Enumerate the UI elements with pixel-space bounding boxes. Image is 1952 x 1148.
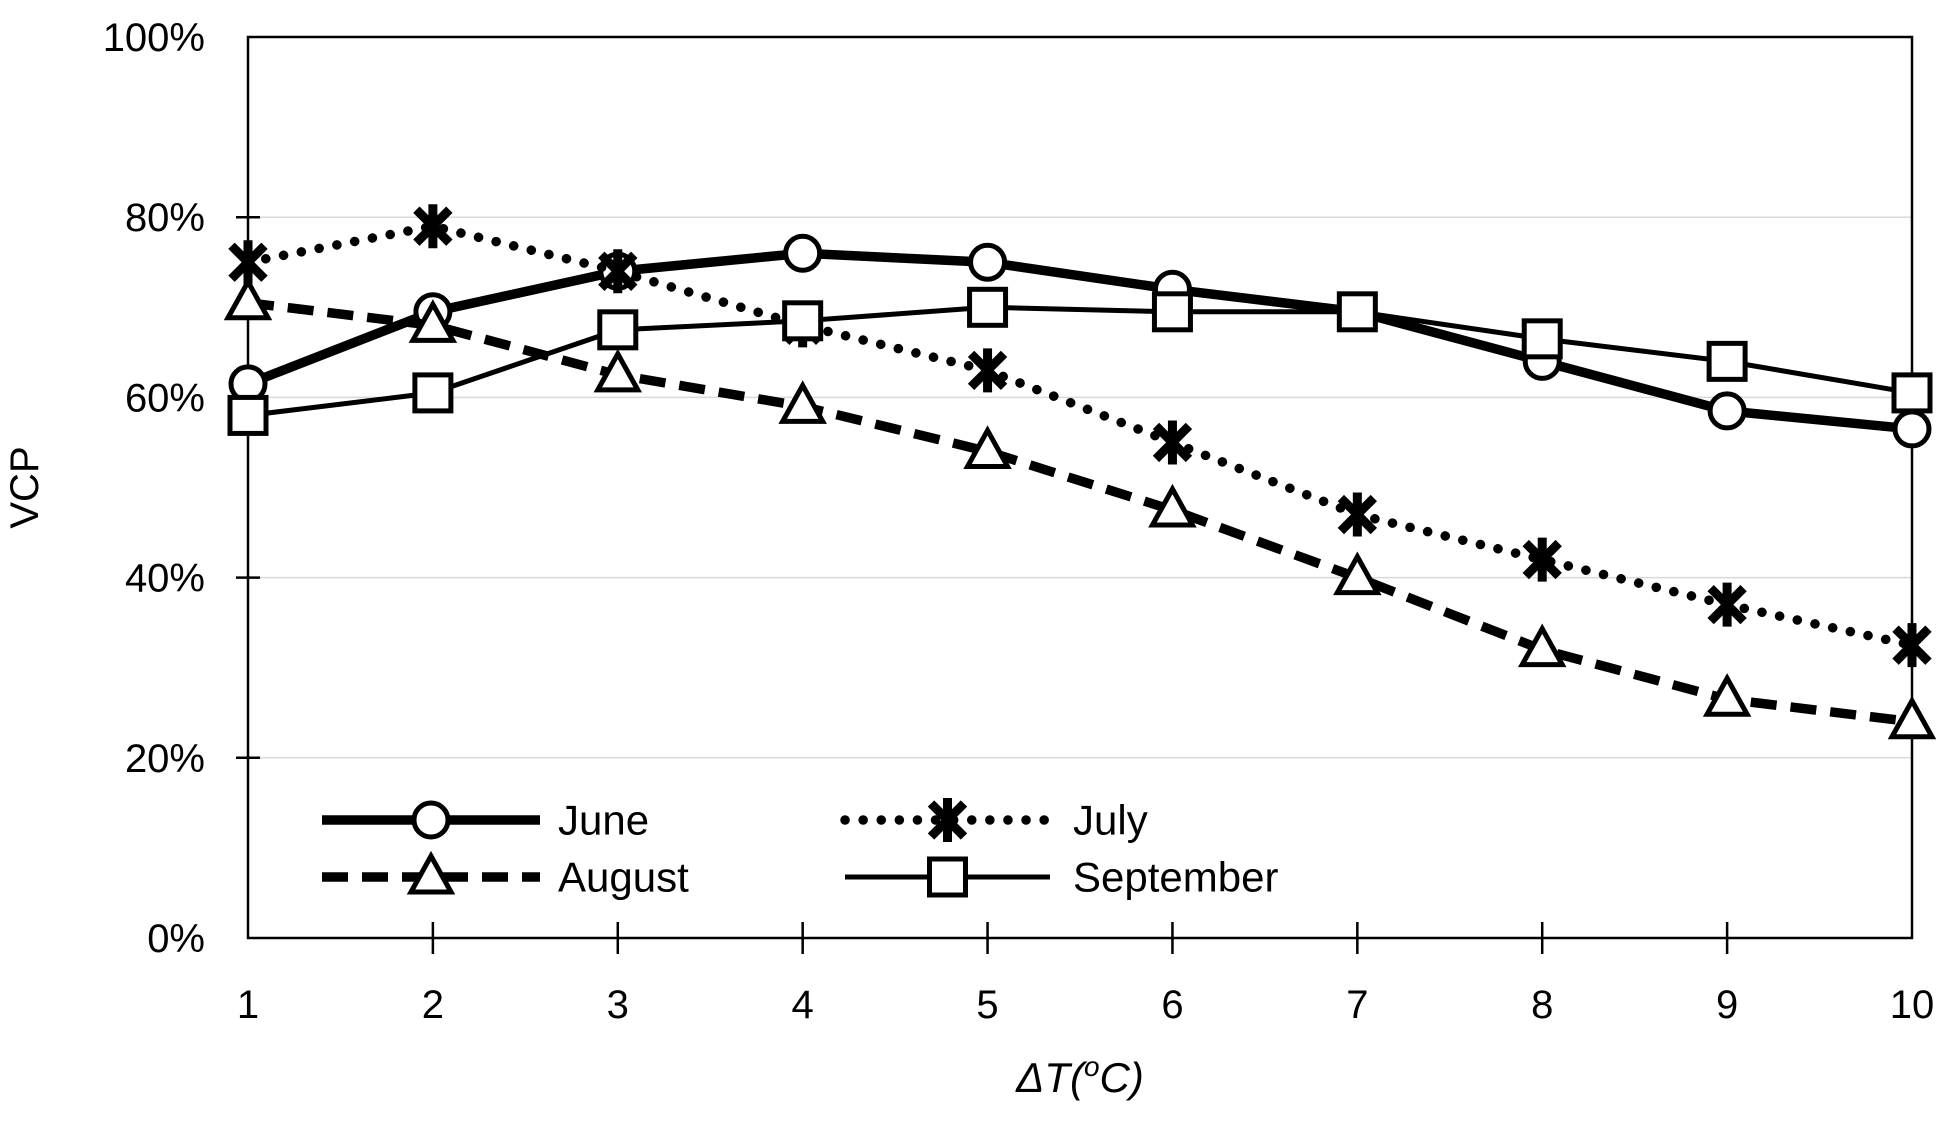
x-tick-label-4: 4 [792, 983, 814, 1027]
x-tick-label-1: 1 [237, 983, 259, 1027]
legend-item-june: June [322, 797, 649, 844]
september-marker-x10 [1891, 372, 1933, 414]
september-legend-label: September [1073, 854, 1278, 901]
august-marker-x1 [223, 276, 273, 321]
asterisk-stroke [1892, 625, 1932, 665]
july-marker-x9 [1707, 582, 1747, 627]
july-line [243, 221, 1917, 650]
september-marker-x9 [1706, 340, 1748, 382]
asterisk-stroke [598, 251, 638, 291]
asterisk-stroke [1522, 539, 1562, 580]
august-marker-x2 [408, 299, 458, 343]
august-legend-marker [406, 850, 456, 895]
x-tick-label-10: 10 [1890, 983, 1935, 1027]
y-tick-label-100: 100% [103, 16, 205, 60]
september-marker-x6 [1151, 291, 1193, 333]
september-marker-x2 [412, 372, 454, 414]
plot-border [246, 35, 1914, 940]
y-axis-title: VCP [3, 446, 47, 528]
june-line [246, 248, 1913, 434]
july-marker-x6 [1152, 420, 1193, 465]
august-marker-x10 [1887, 695, 1937, 740]
august-marker-x3 [593, 348, 643, 393]
july-marker-x3 [598, 249, 638, 294]
x-tick-label-9: 9 [1716, 983, 1738, 1027]
june-marker-x5 [968, 242, 1008, 282]
july-marker-x10 [1892, 623, 1932, 668]
june-marker-x10 [1892, 409, 1932, 449]
asterisk-stroke [1152, 422, 1193, 463]
asterisk-stroke [927, 800, 968, 840]
x-tick-label-7: 7 [1346, 983, 1368, 1027]
september-marker-x5 [967, 286, 1009, 328]
august-marker-x9 [1702, 673, 1752, 717]
august-marker-x7 [1333, 551, 1382, 596]
june-marker-x4 [783, 233, 823, 273]
august-legend-label: August [558, 854, 689, 901]
legend-item-september: September [845, 854, 1278, 901]
july-marker-x7 [1337, 492, 1378, 537]
september-marker-x3 [597, 309, 639, 351]
y-tick-label-20: 20% [125, 737, 205, 781]
x-axis-title: ΔT(oC) [1015, 1051, 1144, 1101]
y-tick-label-0: 0% [147, 917, 205, 961]
y-tick-label-60: 60% [125, 376, 205, 420]
asterisk-stroke [1337, 494, 1378, 535]
y-tick-label-40: 40% [125, 557, 205, 601]
july-marker-x2 [413, 204, 453, 249]
june-legend-label: June [558, 797, 649, 844]
legend-item-august: August [322, 850, 689, 901]
august-marker-x8 [1517, 623, 1567, 668]
y-tick-label-80: 80% [125, 196, 205, 240]
july-marker-x8 [1522, 537, 1562, 582]
june-marker-x9 [1707, 391, 1747, 431]
legend-item-july: July [840, 797, 1148, 844]
asterisk-stroke [967, 350, 1008, 391]
august-marker-x6 [1148, 483, 1197, 528]
x-tick-label-8: 8 [1531, 983, 1553, 1027]
august-line [247, 298, 1913, 727]
x-tick-label-6: 6 [1161, 983, 1183, 1027]
august-marker-x5 [963, 425, 1012, 469]
july-marker-x5 [967, 348, 1008, 393]
september-marker-x8 [1521, 318, 1563, 360]
asterisk-stroke [228, 242, 268, 282]
june-legend-marker [411, 800, 451, 840]
september-marker-x7 [1336, 291, 1378, 333]
series-august [223, 276, 1937, 740]
july-legend-marker [927, 798, 968, 842]
september-line [247, 304, 1913, 418]
asterisk-stroke [1707, 584, 1747, 625]
august-marker-x4 [778, 380, 827, 424]
x-tick-label-5: 5 [976, 983, 998, 1027]
x-tick-label-2: 2 [422, 983, 444, 1027]
july-legend-label: July [1073, 797, 1148, 844]
asterisk-stroke [413, 206, 453, 246]
x-tick-label-3: 3 [607, 983, 629, 1027]
september-marker-x4 [782, 300, 824, 342]
september-legend-marker [927, 856, 968, 898]
series-september [227, 286, 1933, 436]
september-marker-x1 [227, 394, 269, 436]
